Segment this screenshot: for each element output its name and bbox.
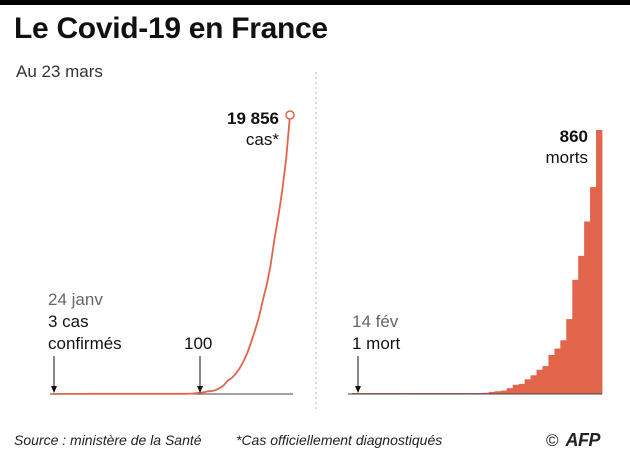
deaths-bar — [572, 279, 579, 394]
deaths-bar — [506, 388, 514, 394]
deaths-bar — [482, 392, 490, 394]
deaths-bars — [352, 130, 603, 394]
deaths-bar — [584, 221, 591, 394]
cases-start-arrowhead — [51, 386, 57, 393]
deaths-bar — [512, 384, 520, 394]
footnote: *Cas officiellement diagnostiqués — [236, 432, 443, 448]
afp-logo-text: AFP — [565, 430, 601, 450]
cases-start-date: 24 janv — [48, 290, 103, 309]
cases-start-count: 3 cas — [48, 312, 89, 331]
chart-title: Le Covid-19 en France — [14, 12, 328, 45]
deaths-bar — [554, 348, 561, 394]
cases-series-line — [52, 114, 291, 395]
deaths-bar — [518, 383, 526, 394]
deaths-bar — [560, 340, 567, 394]
deaths-start-label: 1 mort — [352, 334, 400, 353]
deaths-bar — [500, 390, 508, 394]
deaths-start-date: 14 fév — [352, 312, 399, 331]
deaths-end-label: morts — [546, 148, 589, 167]
deaths-panel: 14 fév 1 mort 860 morts — [348, 127, 603, 395]
cases-milestone-label: 100 — [184, 334, 212, 353]
cases-milestone-arrowhead — [197, 386, 203, 393]
copyright-symbol: © — [546, 431, 559, 450]
chart-subtitle: Au 23 mars — [16, 62, 103, 81]
cases-start-label: confirmés — [48, 334, 122, 353]
deaths-bar — [548, 355, 555, 394]
deaths-bar — [596, 130, 603, 394]
deaths-bar — [566, 319, 573, 394]
deaths-bar — [488, 391, 496, 394]
deaths-start-arrowhead — [355, 386, 361, 393]
cases-end-value: 19 856 — [227, 109, 279, 128]
cases-end-marker — [285, 110, 295, 120]
deaths-bar — [530, 375, 537, 394]
cases-panel: 24 janv 3 cas confirmés 100 19 856 cas* — [48, 109, 295, 395]
cases-end-label: cas* — [246, 130, 279, 149]
deaths-end-value: 860 — [560, 127, 588, 146]
deaths-bar — [542, 366, 549, 394]
deaths-bar — [524, 379, 531, 394]
top-rule — [0, 0, 630, 5]
deaths-bar — [590, 187, 597, 394]
deaths-bar — [578, 255, 585, 394]
deaths-bar — [536, 369, 543, 394]
afp-logo: © AFP — [546, 430, 601, 451]
deaths-bar — [494, 391, 502, 394]
source-note: Source : ministère de la Santé — [14, 432, 202, 448]
